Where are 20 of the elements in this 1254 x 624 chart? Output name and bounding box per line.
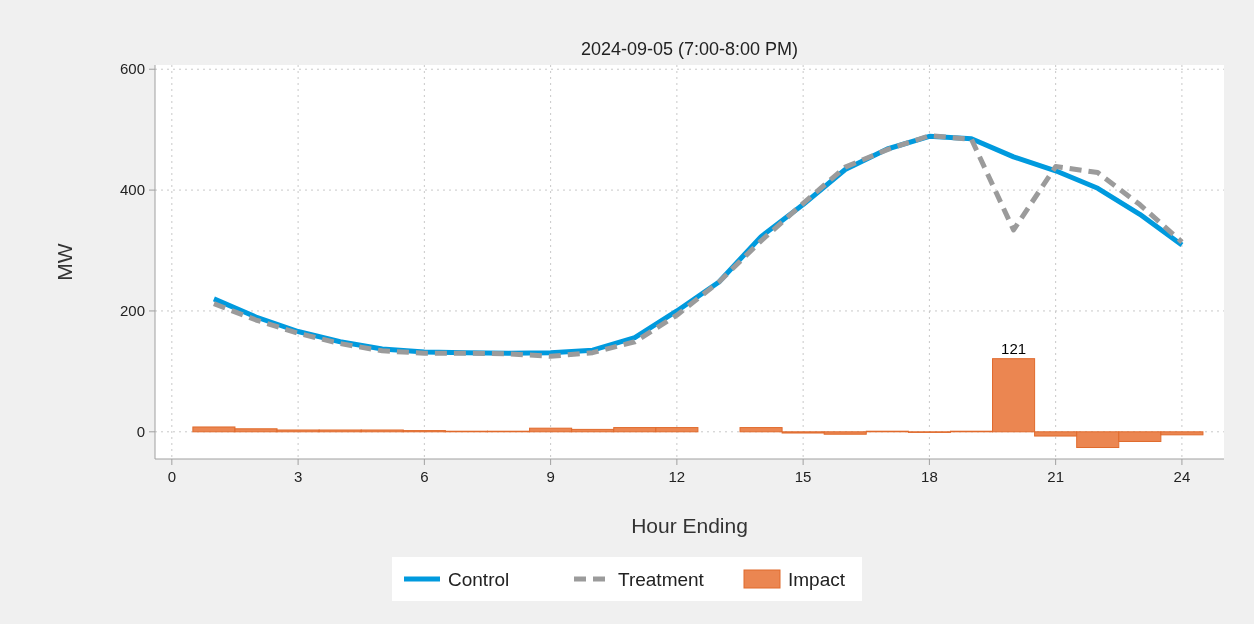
x-tick-label: 21 bbox=[1047, 468, 1064, 485]
x-tick-label: 12 bbox=[668, 468, 686, 485]
y-tick-label: 400 bbox=[119, 181, 145, 199]
y-tick-label: 0 bbox=[136, 423, 145, 441]
x-axis-title: Hour Ending bbox=[631, 514, 748, 537]
x-tick-label: 0 bbox=[167, 468, 177, 485]
legend-label: Control bbox=[448, 568, 510, 590]
x-tick-label: 18 bbox=[921, 468, 938, 485]
y-tick-label: 600 bbox=[119, 60, 145, 78]
data-label: 121 bbox=[1001, 339, 1027, 357]
y-axis-title: MW bbox=[53, 243, 76, 281]
y-tick-label: 200 bbox=[119, 302, 145, 320]
chart-title: 2024-09-05 (7:00-8:00 PM) bbox=[580, 39, 799, 59]
x-tick-label: 24 bbox=[1173, 468, 1191, 485]
legend-label: Impact bbox=[788, 568, 846, 590]
x-tick-label: 3 bbox=[293, 468, 303, 485]
legend-label: Treatment bbox=[618, 568, 705, 590]
x-tick-label: 9 bbox=[546, 468, 555, 485]
x-tick-label: 6 bbox=[420, 468, 429, 485]
x-tick-label: 15 bbox=[794, 468, 812, 485]
